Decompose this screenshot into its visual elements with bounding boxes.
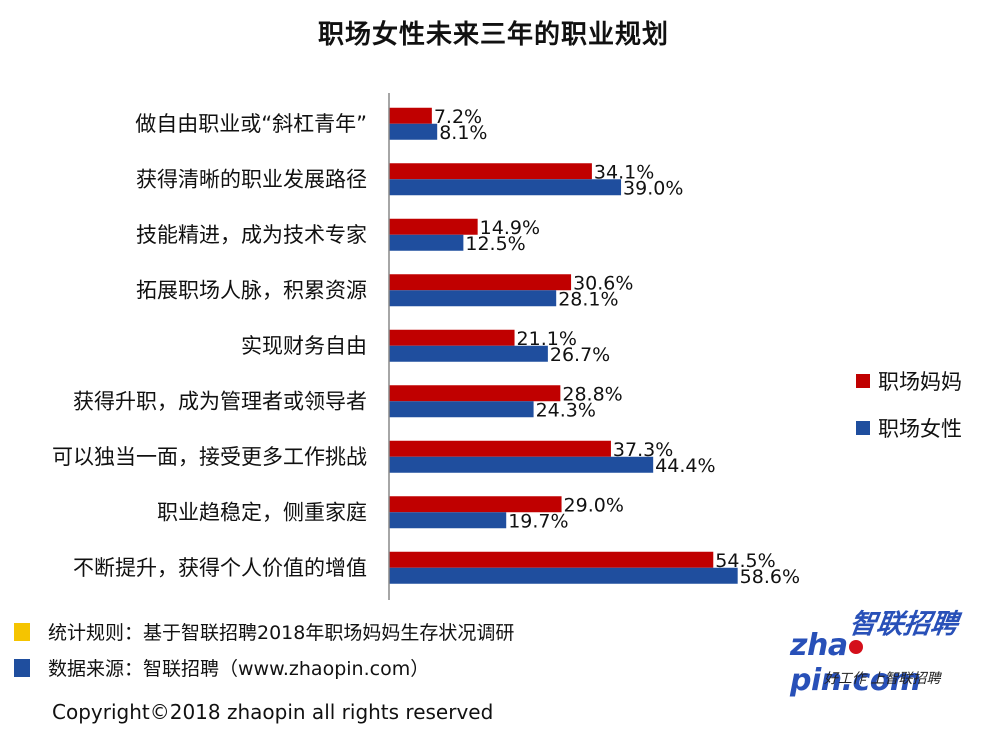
chart-title: 职场女性未来三年的职业规划: [317, 20, 669, 50]
legend-swatch-mothers: [856, 374, 870, 388]
data-label-women: 12.5%: [465, 233, 525, 255]
legend-item-women: 职场女性: [856, 413, 962, 443]
data-label-mothers: 37.3%: [613, 439, 673, 461]
data-label-women: 28.1%: [558, 288, 618, 310]
data-label-mothers: 14.9%: [480, 217, 540, 239]
data-label-women: 39.0%: [623, 177, 683, 199]
bar-women: [389, 401, 534, 418]
category-label: 不断提升，获得个人价值的增值: [73, 556, 367, 580]
logo-en-right: pin.com: [790, 663, 921, 698]
bar-women: [389, 179, 622, 196]
bar-mothers: [389, 551, 714, 568]
bar-women: [389, 512, 507, 529]
legend-swatch-women: [856, 421, 870, 435]
bar-mothers: [389, 274, 572, 291]
copyright: Copyright©2018 zhaopin all rights reserv…: [52, 700, 494, 724]
data-label-women: 24.3%: [536, 399, 596, 421]
data-label-women: 19.7%: [508, 510, 568, 532]
data-label-women: 44.4%: [655, 455, 715, 477]
category-label: 获得升职，成为管理者或领导者: [73, 389, 367, 413]
category-label: 拓展职场人脉，积累资源: [136, 278, 367, 302]
category-label: 职业趋稳定，侧重家庭: [157, 500, 367, 524]
data-label-mothers: 7.2%: [434, 106, 482, 128]
bar-chart: 做自由职业或“斜杠青年” 7.2%8.1% 获得清晰的职业发展路径 34.1%39.0…: [52, 93, 800, 600]
note-bullet-yellow: [14, 622, 30, 641]
bar-women: [389, 290, 557, 307]
data-label-women: 8.1%: [439, 122, 487, 144]
category-label: 技能精进，成为技术专家: [136, 223, 367, 247]
bar-women: [389, 567, 738, 584]
note-text: 数据来源：智联招聘（www.zhaopin.com）: [48, 658, 430, 680]
legend-item-mothers: 职场妈妈: [856, 366, 962, 396]
bar-women: [389, 234, 464, 251]
legend-label-women: 职场女性: [878, 417, 962, 441]
note-data-source: 数据来源：智联招聘（www.zhaopin.com）: [14, 654, 429, 681]
note-statistics-rule: 统计规则：基于智联招聘2018年职场妈妈生存状况调研: [14, 618, 514, 645]
category-label: 获得清晰的职业发展路径: [136, 167, 367, 191]
note-bullet-blue: [14, 658, 30, 677]
bar-mothers: [389, 496, 562, 513]
data-label-mothers: 54.5%: [715, 550, 775, 572]
data-label-mothers: 30.6%: [573, 272, 633, 294]
bar-mothers: [389, 163, 592, 180]
category-label: 可以独当一面，接受更多工作挑战: [52, 445, 367, 469]
bar-mothers: [389, 107, 432, 124]
logo-en-text: zhapin.com: [790, 628, 980, 698]
note-text: 统计规则：基于智联招聘2018年职场妈妈生存状况调研: [48, 622, 515, 644]
logo-en-left: zha: [790, 628, 848, 663]
bar-mothers: [389, 440, 611, 457]
bar-mothers: [389, 218, 478, 235]
bar-mothers: [389, 329, 515, 346]
logo-dot-icon: [848, 639, 863, 654]
bar-women: [389, 456, 654, 473]
logo-slogan: 好工作 上智联招聘: [824, 671, 941, 687]
data-label-mothers: 34.1%: [594, 161, 654, 183]
data-label-women: 26.7%: [550, 344, 610, 366]
category-label: 做自由职业或“斜杠青年”: [135, 112, 367, 136]
data-label-mothers: 29.0%: [564, 494, 624, 516]
bar-mothers: [389, 385, 561, 402]
data-label-mothers: 21.1%: [517, 328, 577, 350]
bar-women: [389, 345, 548, 362]
zhaopin-logo: 智联招聘 zhapin.com 好工作 上智联招聘: [790, 602, 980, 698]
legend-label-mothers: 职场妈妈: [878, 370, 962, 394]
data-label-women: 58.6%: [740, 566, 800, 588]
category-label: 实现财务自由: [241, 334, 367, 358]
data-label-mothers: 28.8%: [562, 383, 622, 405]
bar-women: [389, 123, 438, 140]
